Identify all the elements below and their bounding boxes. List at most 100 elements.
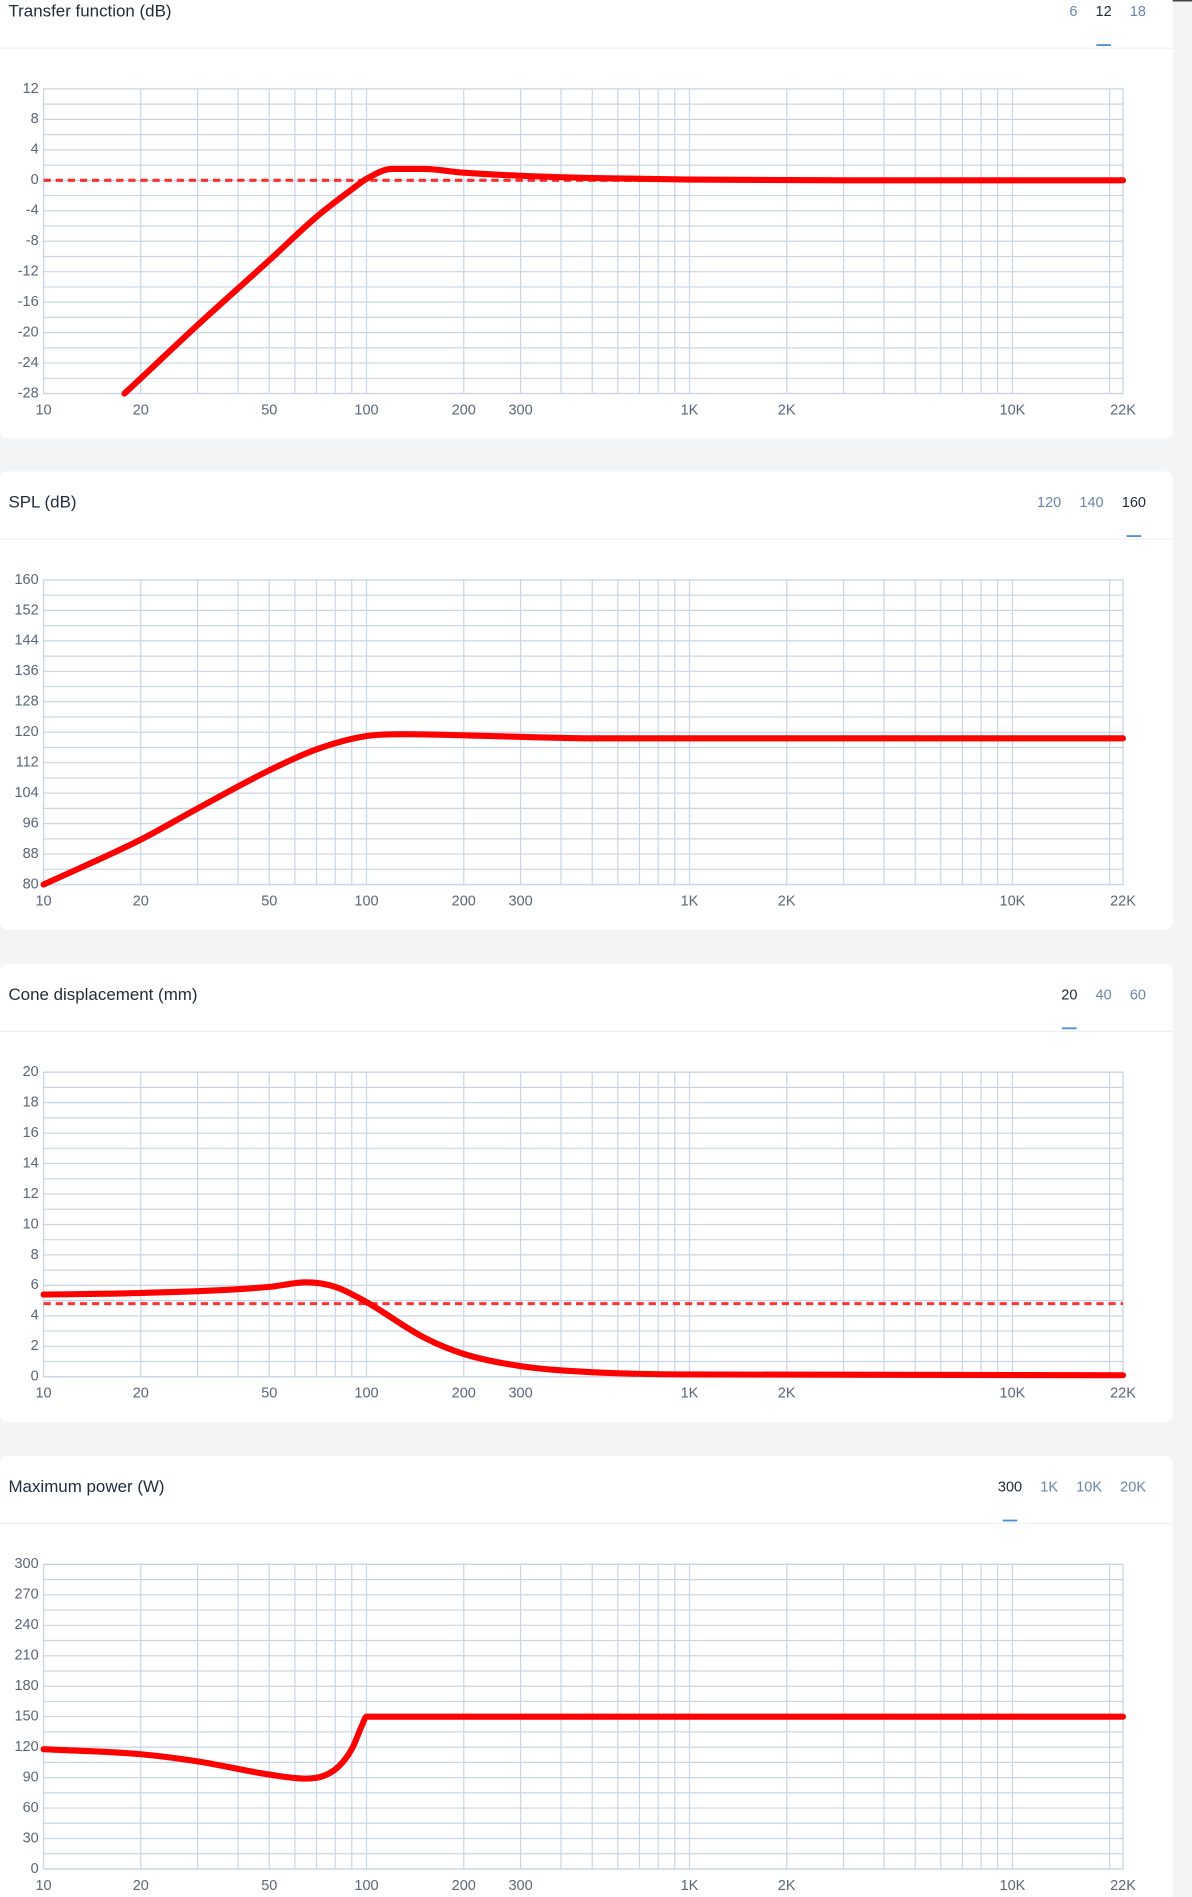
y-tick-label: -12 [18, 264, 39, 280]
x-tick-label: 2K [778, 1878, 796, 1894]
x-tick-label: 300 [508, 1386, 532, 1402]
card [0, 1455, 1173, 1897]
y-tick-label: -20 [18, 324, 39, 340]
data-line [40, 1279, 1127, 1379]
range-option[interactable]: 120 [1037, 495, 1061, 511]
x-tick-label: 10K [1000, 893, 1026, 909]
card [0, 471, 1173, 930]
plot-frame [42, 579, 1124, 886]
x-tick-label: 100 [354, 1386, 378, 1402]
y-tick-label: -24 [18, 355, 39, 371]
y-tick-label: 12 [23, 81, 39, 97]
y-tick-label: 270 [14, 1587, 38, 1603]
range-option[interactable]: 6 [1069, 4, 1077, 20]
x-tick-label: 20 [133, 1386, 149, 1402]
x-tick-label: 10K [1000, 1386, 1026, 1402]
y-tick-label: 120 [14, 724, 38, 740]
x-tick-label: 200 [452, 1878, 476, 1894]
x-tick-label: 10 [35, 1878, 51, 1894]
x-tick-label: 100 [354, 893, 378, 909]
y-tick-label: 6 [31, 1277, 39, 1293]
y-tick-label: 240 [14, 1617, 38, 1633]
y-tick-label: 16 [23, 1125, 39, 1141]
y-tick-label: 136 [14, 663, 38, 679]
range-option[interactable]: 20K [1120, 1479, 1146, 1495]
y-tick-label: 0 [31, 1369, 39, 1385]
range-option[interactable]: 20 [1061, 987, 1077, 1003]
x-tick-label: 300 [508, 402, 532, 418]
y-tick-label: -8 [26, 233, 39, 249]
x-tick-label: 200 [452, 402, 476, 418]
data-line [40, 731, 1127, 888]
y-tick-label: 18 [23, 1094, 39, 1110]
y-tick-label: 144 [14, 633, 38, 649]
x-tick-label: 20 [133, 402, 149, 418]
y-tick-label: -4 [26, 203, 39, 219]
x-tick-label: 50 [261, 402, 277, 418]
y-tick-label: 4 [31, 1308, 39, 1324]
x-tick-label: 22K [1110, 1386, 1136, 1402]
y-tick-label: 88 [23, 846, 39, 862]
y-tick-label: 8 [31, 1247, 39, 1263]
x-tick-label: 300 [508, 893, 532, 909]
x-tick-label: 20 [133, 893, 149, 909]
y-tick-label: -28 [18, 385, 39, 401]
data-line [40, 1713, 1127, 1782]
x-tick-label: 1K [681, 1878, 699, 1894]
x-tick-label: 10K [1000, 1878, 1026, 1894]
card [0, 0, 1173, 439]
x-tick-label: 22K [1110, 402, 1136, 418]
range-option[interactable]: 1K [1040, 1479, 1058, 1495]
y-tick-label: 0 [31, 172, 39, 188]
x-tick-label: 2K [778, 402, 796, 418]
range-option[interactable]: 10K [1076, 1479, 1102, 1495]
x-tick-label: 22K [1110, 893, 1136, 909]
y-tick-label: 160 [14, 572, 38, 588]
x-tick-label: 10 [35, 893, 51, 909]
y-tick-label: 60 [23, 1800, 39, 1816]
range-option[interactable]: 140 [1079, 495, 1103, 511]
plot-frame [42, 88, 1124, 395]
range-option[interactable]: 18 [1130, 4, 1146, 20]
x-tick-label: 200 [452, 893, 476, 909]
x-tick-label: 100 [354, 1878, 378, 1894]
x-tick-label: 10 [35, 402, 51, 418]
y-tick-label: 210 [14, 1648, 38, 1664]
y-tick-label: 300 [14, 1556, 38, 1572]
y-tick-label: 4 [31, 142, 39, 158]
y-tick-label: 128 [14, 694, 38, 710]
x-tick-label: 1K [681, 1386, 699, 1402]
x-tick-label: 1K [681, 402, 699, 418]
plot-frame [42, 1071, 1124, 1378]
chart-title: Cone displacement (mm) [8, 985, 197, 1004]
y-tick-label: 150 [14, 1708, 38, 1724]
y-tick-label: 120 [14, 1739, 38, 1755]
range-option[interactable]: 300 [998, 1479, 1022, 1495]
y-tick-label: 80 [23, 876, 39, 892]
y-tick-label: 8 [31, 111, 39, 127]
y-tick-label: 180 [14, 1678, 38, 1694]
x-tick-label: 200 [452, 1386, 476, 1402]
range-option[interactable]: 160 [1122, 495, 1146, 511]
range-option[interactable]: 60 [1130, 987, 1146, 1003]
x-tick-label: 50 [261, 893, 277, 909]
y-tick-label: 96 [23, 815, 39, 831]
x-tick-label: 10 [35, 1386, 51, 1402]
x-tick-label: 300 [508, 1878, 532, 1894]
y-tick-label: -16 [18, 294, 39, 310]
y-tick-label: 0 [31, 1861, 39, 1877]
y-tick-label: 90 [23, 1769, 39, 1785]
y-tick-label: 12 [23, 1186, 39, 1202]
chart-title: Maximum power (W) [8, 1477, 164, 1496]
card [0, 963, 1173, 1422]
x-tick-label: 1K [681, 893, 699, 909]
range-option[interactable]: 12 [1096, 4, 1112, 20]
x-tick-label: 10K [1000, 402, 1026, 418]
x-tick-label: 20 [133, 1878, 149, 1894]
x-tick-label: 50 [261, 1878, 277, 1894]
y-tick-label: 14 [23, 1155, 39, 1171]
range-option[interactable]: 40 [1096, 987, 1112, 1003]
y-tick-label: 2 [31, 1338, 39, 1354]
x-tick-label: 50 [261, 1386, 277, 1402]
